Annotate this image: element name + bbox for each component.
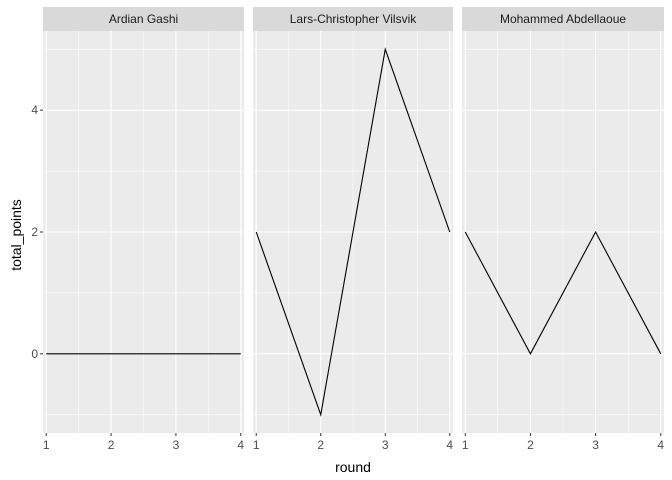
y-tick-label: 2 — [31, 225, 38, 239]
facet-strip — [462, 7, 664, 31]
x-tick-label: 2 — [317, 438, 324, 452]
x-tick-label: 2 — [527, 438, 534, 452]
facet-strip — [253, 7, 453, 31]
facet-panel: Mohammed Abdellaoue 1 2 3 4 — [462, 7, 664, 452]
facet-strip — [43, 7, 244, 31]
x-tick-label: 1 — [253, 438, 260, 452]
facet-strip-label: Lars-Christopher Vilsvik — [290, 12, 417, 26]
x-tick-label: 1 — [43, 438, 50, 452]
facet-panel: Ardian Gashi 1 2 3 4 — [43, 7, 244, 452]
x-tick-label: 4 — [657, 438, 664, 452]
y-tick-label: 0 — [31, 347, 38, 361]
x-tick-label: 4 — [446, 438, 453, 452]
y-tick-label: 4 — [31, 103, 38, 117]
y-axis: 0 2 4 — [31, 103, 43, 361]
facet-strip-label: Ardian Gashi — [109, 12, 178, 26]
x-tick-label: 2 — [108, 438, 115, 452]
x-tick-label: 3 — [173, 438, 180, 452]
series-line — [464, 230, 662, 355]
facet-panel: Lars-Christopher Vilsvik 1 2 3 4 — [253, 7, 453, 452]
x-tick-label: 1 — [462, 438, 469, 452]
facet-strip-label: Mohammed Abdellaoue — [500, 12, 626, 26]
x-tick-label: 3 — [382, 438, 389, 452]
x-tick-label: 4 — [237, 438, 244, 452]
series-line — [255, 47, 451, 417]
x-axis-title: round — [335, 459, 371, 475]
y-axis-title: total_points — [8, 199, 24, 271]
x-tick-label: 3 — [592, 438, 599, 452]
